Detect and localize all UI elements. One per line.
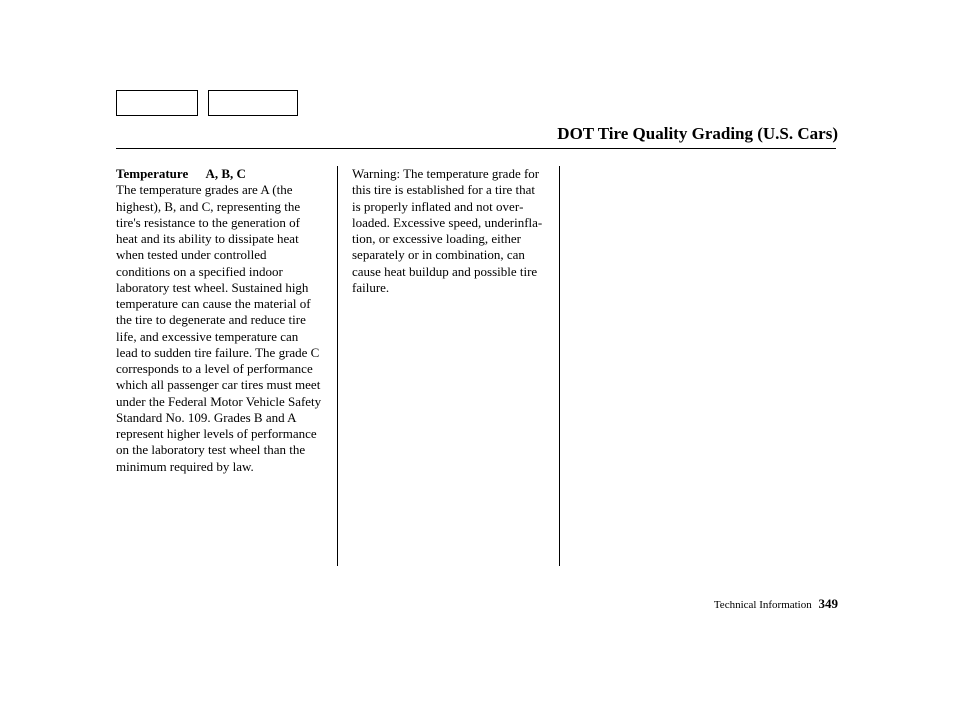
column-3	[560, 166, 782, 566]
temperature-body: The temperature grades are A (the highes…	[116, 182, 321, 473]
column-2: Warning: The temperature grade for this …	[338, 166, 560, 566]
column-1: Temperature A, B, C The temperature grad…	[116, 166, 338, 566]
content-columns: Temperature A, B, C The temperature grad…	[116, 166, 836, 566]
ref-box-2	[208, 90, 298, 116]
top-reference-boxes	[116, 90, 298, 116]
temperature-subhead-label: Temperature	[116, 166, 188, 181]
ref-box-1	[116, 90, 198, 116]
page-title: DOT Tire Quality Grading (U.S. Cars)	[557, 124, 838, 144]
temperature-subhead-grades: A, B, C	[205, 166, 245, 181]
header-rule	[116, 148, 836, 149]
footer-page-number: 349	[819, 596, 839, 611]
page-footer: Technical Information 349	[714, 596, 838, 612]
manual-page: DOT Tire Quality Grading (U.S. Cars) Tem…	[0, 0, 954, 710]
footer-section: Technical Information	[714, 599, 812, 611]
warning-body: Warning: The temperature grade for this …	[352, 166, 542, 295]
